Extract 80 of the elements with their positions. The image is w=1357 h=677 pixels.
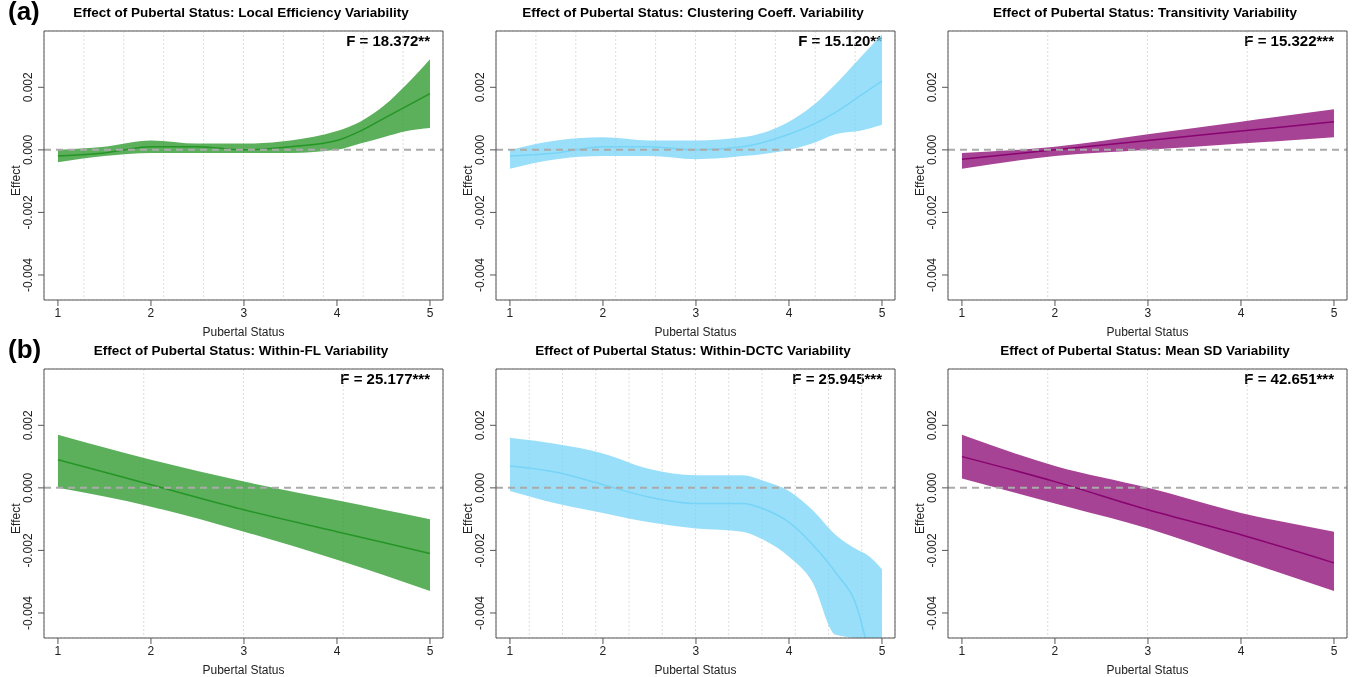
y-tick-label: -0.002 bbox=[925, 533, 939, 568]
chart-title: Effect of Pubertal Status: Local Efficiency Variability bbox=[73, 5, 409, 20]
y-tick-label: 0.000 bbox=[473, 472, 487, 503]
x-axis-title: Pubertal Status bbox=[202, 663, 285, 677]
x-tick-label: 2 bbox=[1051, 643, 1059, 658]
y-tick-label: 0.002 bbox=[21, 409, 35, 441]
x-tick-label: 1 bbox=[54, 305, 62, 320]
y-tick-label: -0.004 bbox=[473, 595, 487, 630]
x-tick-label: 3 bbox=[240, 643, 248, 658]
annotation: F = 25.945*** bbox=[792, 370, 882, 387]
y-axis-title: Effect bbox=[461, 502, 476, 534]
chart-title: Effect of Pubertal Status: Mean SD Variability bbox=[999, 342, 1291, 360]
y-axis-title: Effect bbox=[9, 164, 24, 196]
y-tick-label: 0.000 bbox=[925, 472, 939, 503]
y-tick-label: -0.004 bbox=[21, 257, 35, 292]
x-tick-label: 3 bbox=[1144, 643, 1152, 658]
annotation: F = 18.372** bbox=[346, 32, 430, 49]
text: (a) bbox=[8, 0, 40, 27]
y-tick-label: 0.002 bbox=[925, 409, 939, 441]
annotation: F = 15.120** bbox=[798, 32, 882, 49]
y-tick-label: 0.002 bbox=[925, 71, 939, 103]
y-axis-title: Effect bbox=[913, 502, 928, 534]
x-tick-label: 4 bbox=[333, 305, 341, 320]
x-tick-label: 4 bbox=[1237, 643, 1245, 658]
x-tick-label: 1 bbox=[506, 643, 514, 658]
y-tick-label: 0.002 bbox=[473, 409, 487, 441]
x-tick-label: 5 bbox=[426, 643, 434, 658]
y-axis-title: Effect bbox=[461, 164, 476, 196]
y-tick-label: 0.002 bbox=[21, 71, 35, 103]
y-tick-label: 0.000 bbox=[925, 134, 939, 165]
x-tick-label: 5 bbox=[878, 305, 886, 320]
x-tick-label: 5 bbox=[426, 305, 434, 320]
chart-title: Effect of Pubertal Status: Within-FL Variability bbox=[93, 343, 389, 358]
y-tick-label: -0.002 bbox=[473, 195, 487, 230]
y-tick-label: -0.004 bbox=[925, 595, 939, 630]
y-tick-label: -0.004 bbox=[473, 257, 487, 292]
x-axis-title: Pubertal Status bbox=[654, 663, 737, 677]
x-tick-label: 2 bbox=[599, 643, 607, 658]
chart-title: Effect of Pubertal Status: Transitivity Variability bbox=[992, 4, 1298, 22]
x-tick-label: 1 bbox=[54, 643, 62, 658]
text: (b) bbox=[8, 334, 42, 365]
x-tick-label: 2 bbox=[599, 305, 607, 320]
annotation: F = 25.177*** bbox=[340, 370, 430, 387]
annotation: F = 15.322*** bbox=[1244, 32, 1334, 49]
x-tick-label: 1 bbox=[958, 305, 966, 320]
x-axis-title: Pubertal Status bbox=[1106, 663, 1189, 677]
y-tick-label: 0.000 bbox=[473, 134, 487, 165]
chart-title: Effect of Pubertal Status: Within-DCTC Variability bbox=[534, 342, 852, 360]
y-tick-label: -0.004 bbox=[21, 595, 35, 630]
x-tick-label: 2 bbox=[147, 643, 155, 658]
x-tick-label: 2 bbox=[147, 305, 155, 320]
y-tick-label: -0.002 bbox=[473, 533, 487, 568]
x-tick-label: 4 bbox=[785, 305, 793, 320]
y-tick-label: -0.002 bbox=[21, 533, 35, 568]
chart-title: Effect of Pubertal Status: Clustering Coeff. Variability bbox=[521, 4, 865, 22]
x-tick-label: 4 bbox=[1237, 305, 1245, 320]
x-tick-label: 4 bbox=[785, 643, 793, 658]
x-tick-label: 3 bbox=[240, 305, 248, 320]
y-tick-label: -0.002 bbox=[925, 195, 939, 230]
x-tick-label: 4 bbox=[333, 643, 341, 658]
x-tick-label: 5 bbox=[1330, 643, 1338, 658]
y-tick-label: 0.002 bbox=[473, 71, 487, 103]
y-tick-label: -0.002 bbox=[21, 195, 35, 230]
x-axis-title: Pubertal Status bbox=[654, 325, 737, 339]
y-axis-title: Effect bbox=[9, 502, 24, 534]
x-axis-title: Pubertal Status bbox=[202, 325, 285, 339]
x-tick-label: 5 bbox=[878, 643, 886, 658]
x-tick-label: 1 bbox=[506, 305, 514, 320]
annotation: F = 42.651*** bbox=[1244, 370, 1334, 387]
x-tick-label: 3 bbox=[1144, 305, 1152, 320]
x-tick-label: 3 bbox=[692, 305, 700, 320]
y-tick-label: -0.004 bbox=[925, 257, 939, 292]
x-axis-title: Pubertal Status bbox=[1106, 325, 1189, 339]
x-tick-label: 1 bbox=[958, 643, 966, 658]
x-tick-label: 5 bbox=[1330, 305, 1338, 320]
x-tick-label: 2 bbox=[1051, 305, 1059, 320]
y-tick-label: 0.000 bbox=[21, 134, 35, 165]
y-axis-title: Effect bbox=[913, 164, 928, 196]
y-tick-label: 0.000 bbox=[21, 472, 35, 503]
x-tick-label: 3 bbox=[692, 643, 700, 658]
